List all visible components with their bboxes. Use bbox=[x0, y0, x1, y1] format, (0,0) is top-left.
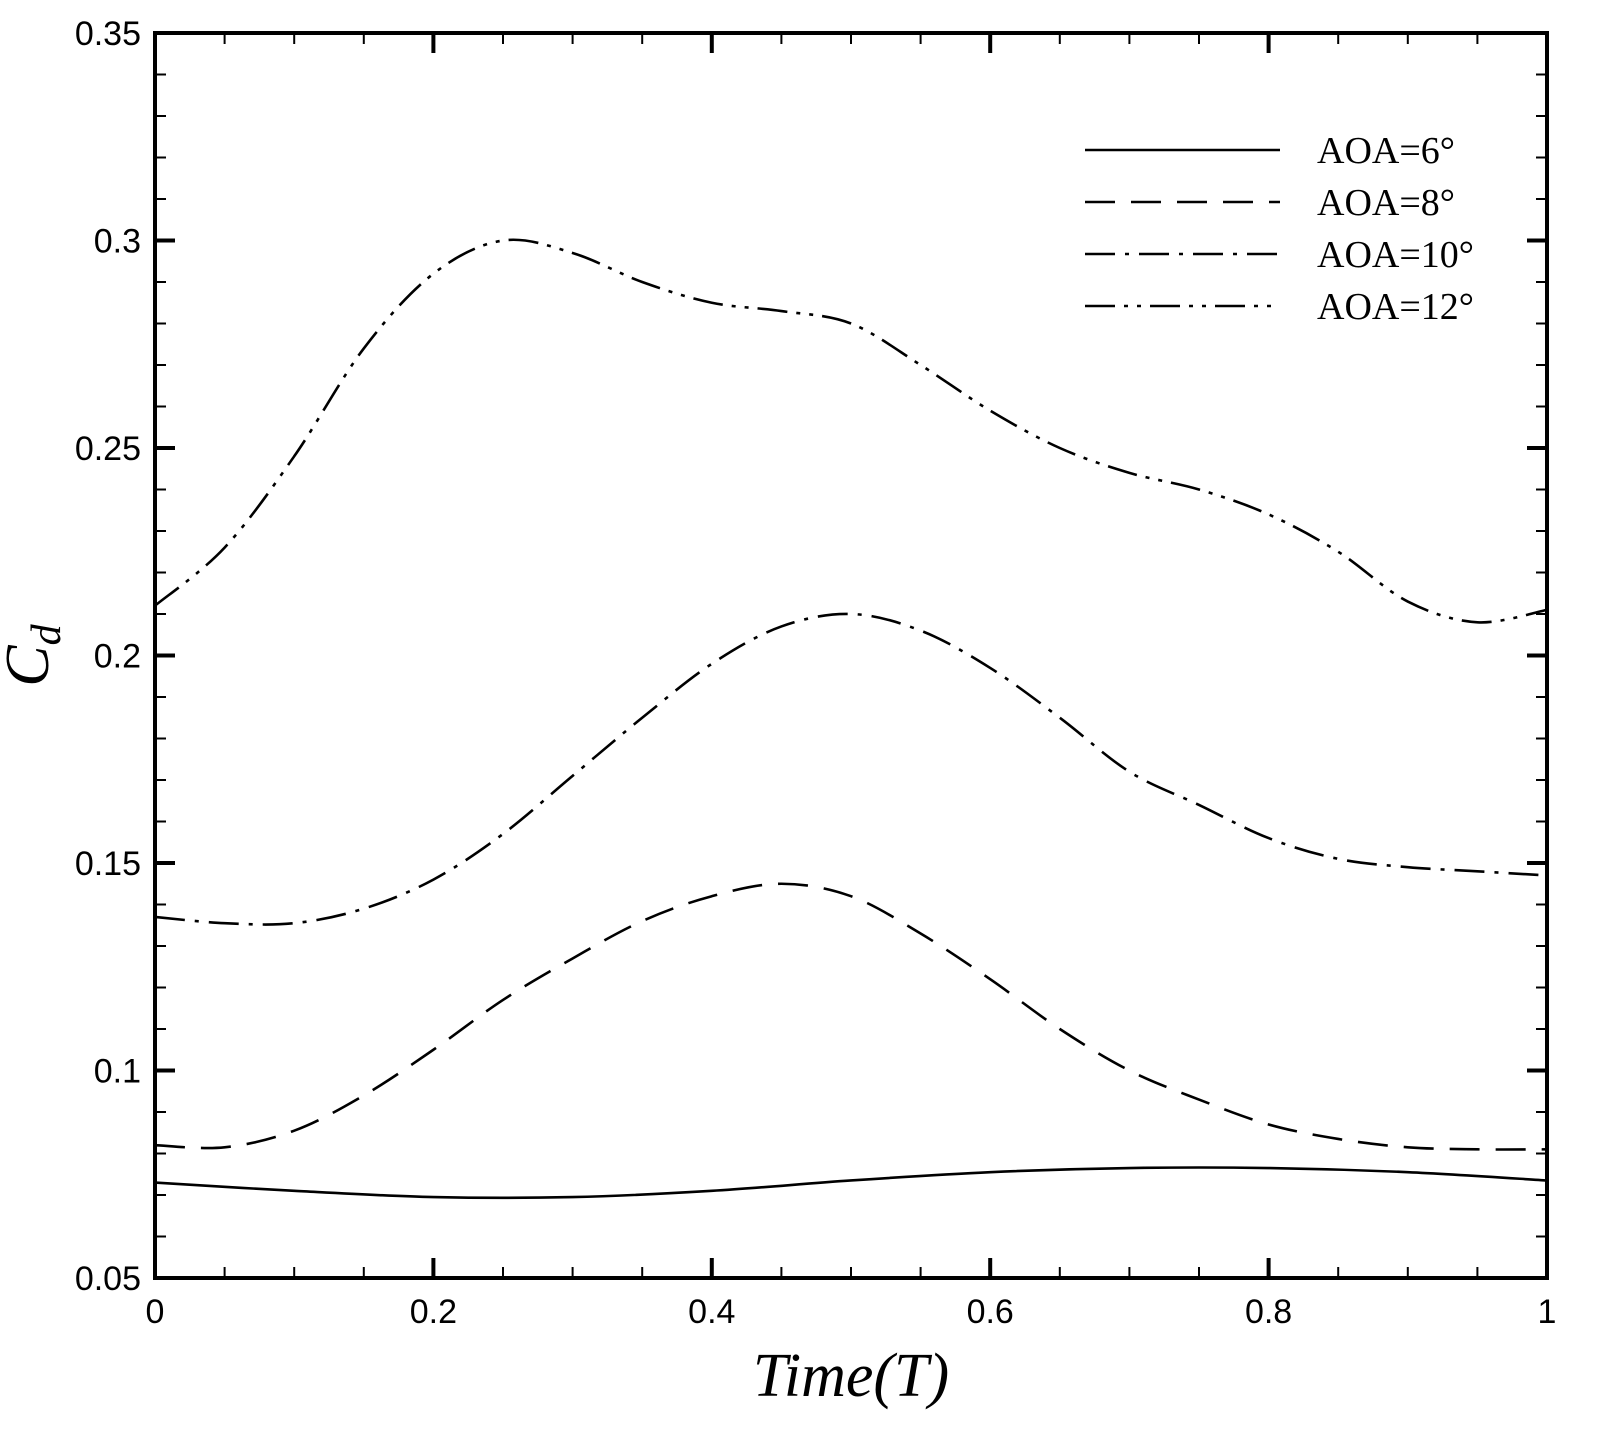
x-tick-label: 0.2 bbox=[410, 1293, 457, 1331]
plot-frame bbox=[153, 31, 1549, 1280]
y-axis-title-subscript: d bbox=[24, 623, 70, 645]
legend-label-1: AOA=6° bbox=[1317, 130, 1455, 172]
x-tick-label: 1 bbox=[1538, 1293, 1557, 1331]
x-tick-label: 0 bbox=[146, 1293, 165, 1331]
x-tick-label: 0.4 bbox=[688, 1293, 735, 1331]
y-tick-label: 0.3 bbox=[94, 223, 141, 261]
x-tick-label: 0.8 bbox=[1245, 1293, 1292, 1331]
legend-label-3: AOA=10° bbox=[1317, 234, 1474, 276]
x-tick-label: 0.6 bbox=[967, 1293, 1014, 1331]
legend: AOA=6° AOA=8° AOA=10° AOA=12° bbox=[1085, 130, 1474, 328]
y-tick-label: 0.05 bbox=[75, 1260, 141, 1298]
y-tick-label: 0.25 bbox=[75, 430, 141, 468]
legend-label-4: AOA=12° bbox=[1317, 286, 1474, 328]
y-tick-label: 0.15 bbox=[75, 845, 141, 883]
x-axis-title: Time(T) bbox=[753, 1342, 949, 1410]
y-tick-label: 0.35 bbox=[75, 15, 141, 53]
series-layer bbox=[154, 238, 1548, 1200]
series-line-3 bbox=[154, 612, 1548, 926]
series-line-2 bbox=[154, 882, 1548, 1151]
y-axis-title: Cd bbox=[0, 623, 70, 686]
y-tick-label: 0.2 bbox=[94, 638, 141, 676]
y-tick-label: 0.1 bbox=[94, 1053, 141, 1091]
legend-label-2: AOA=8° bbox=[1317, 182, 1455, 224]
series-line-1 bbox=[154, 1166, 1548, 1200]
series-line-4 bbox=[154, 238, 1548, 624]
tick-labels-layer: 0 0.2 0.4 0.6 0.8 1 0.05 0.1 0.15 0.2 0.25 0.3 0.35 bbox=[75, 15, 1557, 1331]
y-axis-title-main: C bbox=[0, 645, 62, 687]
